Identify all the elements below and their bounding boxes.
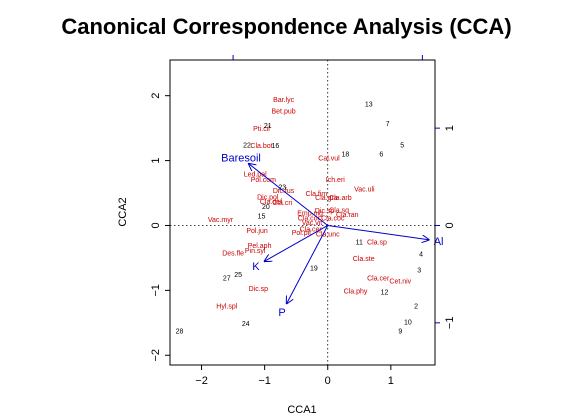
species-label: Bar.lyc: [273, 97, 295, 104]
site-label: 11: [356, 240, 363, 247]
site-label: 10: [404, 320, 412, 327]
site-label: 24: [242, 321, 250, 328]
x-axis-label: CCA1: [287, 404, 316, 416]
right-tick-label: 0: [444, 222, 456, 228]
species-label: Vac.vit: [302, 220, 323, 227]
species-label: Hyl.spl: [216, 303, 237, 310]
y-tick-label: −2: [150, 349, 162, 362]
species-label: Cla.bot: [250, 143, 272, 150]
y-axis-label: CCA2: [117, 197, 129, 226]
species-label: Pel.aph: [248, 243, 272, 250]
species-label: Cla.unc: [316, 231, 340, 238]
biplot-arrow: [265, 225, 328, 261]
site-label: 3: [417, 268, 421, 275]
species-label: Emp.nig: [297, 211, 323, 218]
species-label: Pti.cil: [253, 126, 270, 133]
site-label: 20: [262, 204, 270, 211]
plot-frame: [169, 59, 436, 366]
species-label: Cla.ste: [353, 256, 375, 263]
site-label: 6: [379, 151, 383, 158]
y-tick-label: 0: [150, 222, 162, 228]
biplot-arrow-label: P: [278, 307, 285, 319]
right-tick-label: 1: [444, 125, 456, 131]
x-tick-label: −2: [195, 375, 208, 387]
species-label: Cla.cer: [300, 227, 323, 234]
species-label: Cla.phy: [344, 288, 368, 295]
species-label: Des.fle: [222, 251, 244, 258]
species-label: Pol.pil: [292, 230, 312, 237]
species-label: Vac.uli: [354, 186, 375, 193]
biplot-arrow-label: K: [252, 261, 260, 273]
site-label: 4: [419, 251, 423, 258]
biplot-arrow: [249, 164, 329, 226]
species-label: Dic.sp: [315, 208, 335, 215]
x-tick-label: −1: [258, 375, 271, 387]
site-label: 27: [223, 275, 231, 282]
site-label: 9: [398, 329, 402, 336]
biplot-arrow-label: Baresoil: [221, 153, 261, 165]
species-label: Cla.cri: [272, 200, 292, 207]
species-label: Bet.pub: [272, 109, 296, 116]
x-tick-label: 0: [325, 375, 331, 387]
site-label: 15: [258, 214, 266, 221]
species-label: Cla.arb: [329, 195, 352, 202]
species-label: Led.pal: [244, 172, 267, 179]
species-label: Cla.coc: [321, 216, 345, 223]
site-label: 22: [243, 142, 251, 149]
site-label: 12: [381, 290, 389, 297]
species-label: Cla.sp: [367, 240, 387, 247]
site-label: 13: [365, 101, 373, 108]
right-tick-label: −1: [444, 317, 456, 330]
species-label: Cla.def: [260, 199, 282, 206]
site-label: 28: [176, 329, 184, 336]
site-label: 16: [271, 143, 279, 150]
site-label: 2: [414, 303, 418, 310]
species-label: Pol.com: [251, 177, 276, 184]
species-label: Cet.niv: [389, 279, 411, 286]
y-tick-label: 1: [150, 158, 162, 164]
biplot-arrow-label: Al: [434, 236, 444, 248]
site-label: 21: [264, 123, 272, 130]
species-label: Pin.syl: [245, 248, 266, 255]
site-label: 5: [400, 142, 404, 149]
species-label: Ich.eri: [326, 177, 346, 184]
site-label: 18: [342, 151, 350, 158]
species-label: Cla.cor: [298, 216, 321, 223]
species-label: Vac.myr: [208, 217, 234, 224]
biplot-arrow: [287, 225, 329, 303]
site-label: 25: [234, 272, 242, 279]
site-label: 19: [310, 266, 318, 273]
site-label: 7: [386, 121, 390, 128]
species-label: Cla.cer: [367, 275, 390, 282]
x-tick-label: 1: [388, 375, 394, 387]
y-tick-label: −1: [150, 284, 162, 297]
y-tick-label: 2: [150, 93, 162, 99]
page-title: Canonical Correspondence Analysis (CCA): [61, 14, 512, 39]
species-label: Pol.jun: [246, 228, 268, 235]
species-label: Cla.gra: [315, 195, 338, 202]
species-label: Cla.sq: [329, 207, 349, 214]
site-label: 23: [278, 185, 286, 192]
species-label: Dic.pol: [257, 194, 279, 201]
species-label: Cla.fim: [305, 191, 327, 198]
species-label: Cla.ran: [336, 212, 359, 219]
species-label: Dic.sp: [249, 286, 269, 293]
biplot-arrow: [327, 224, 429, 239]
species-label: Cal.vul: [318, 155, 340, 162]
